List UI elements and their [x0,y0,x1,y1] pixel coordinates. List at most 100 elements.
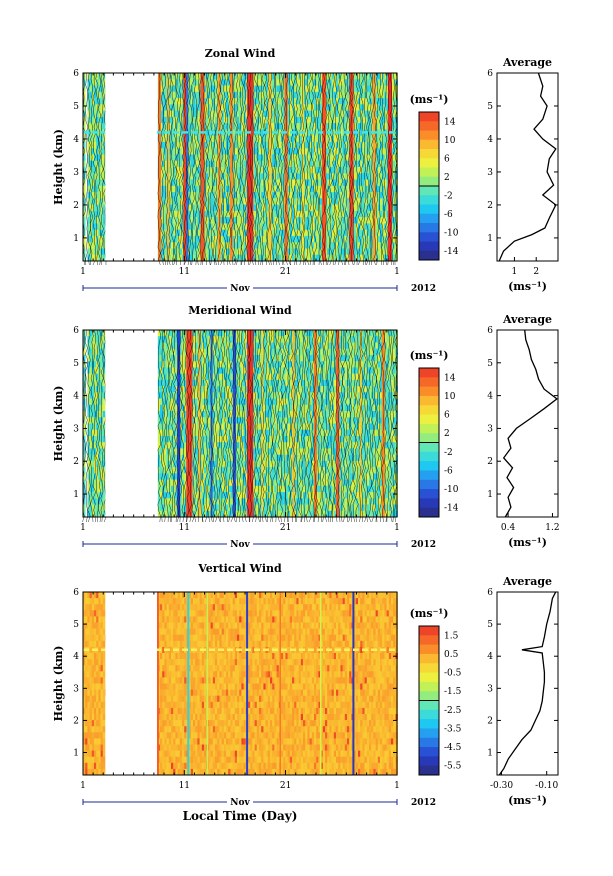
heatmap-cell [294,98,297,105]
heatmap-cell [232,129,236,136]
heatmap-cell [336,79,339,86]
heatmap-cell [259,254,262,262]
heatmap-cell [371,179,374,187]
heatmap-cell [94,223,97,230]
contour-line [259,72,263,266]
heatmap-cell [197,242,200,249]
heatmap-cell [208,167,211,174]
heatmap-cell [256,248,260,256]
heatmap-cell [91,386,95,393]
heatmap-cell [195,235,198,243]
heatmap-cell [193,198,196,205]
heatmap-cell [283,154,286,162]
heatmap-cell [228,123,231,130]
heatmap-cell [336,173,339,180]
heatmap-cell [168,504,172,511]
heatmap-cell [263,185,266,193]
heatmap-cell [228,198,231,205]
heatmap-cell [232,116,236,124]
heatmap-cell [215,454,218,462]
heatmap-cell [193,192,196,199]
heatmap-cell [232,98,236,105]
heatmap-cell [182,154,185,162]
heatmap-cell [342,229,346,237]
heatmap-cell [360,223,363,230]
heatmap-cell [87,204,90,212]
heatmap-cell [292,185,295,193]
heatmap-cell [89,91,93,99]
heatmap-cell [89,141,93,149]
heatmap-cell [94,198,97,205]
heatmap-cell [305,217,308,224]
heatmap-cell [338,160,341,168]
heatmap-cell [283,229,286,237]
heatmap-cell [371,254,374,262]
colorbar-label: -10 [444,228,459,238]
heatmap-cell [296,116,299,124]
heatmap-cell [243,192,247,199]
heatmap-cell [307,167,310,174]
heatmap-cell [340,135,343,143]
heatmap-cell [375,179,379,187]
heatmap-cell [228,179,231,187]
heatmap-cell [171,123,174,130]
heatmap-cell [206,135,209,143]
heatmap-cell [243,210,247,218]
heatmap-cell [252,248,255,256]
heatmap-cell [391,104,394,111]
heatmap-cell [261,167,264,174]
heatmap-cell [340,198,343,205]
heatmap-cell [307,135,310,143]
heatmap-cell [281,223,284,230]
heatmap-cell [239,223,242,230]
heatmap-cell [287,110,291,118]
heatmap-cell [327,242,330,249]
heatmap-cell [377,104,381,111]
heatmap-cell [307,160,310,168]
heatmap-cell [261,154,264,162]
heatmap-cell [89,116,93,124]
heatmap-cell [333,254,337,262]
heatmap-cell [241,110,244,118]
heatmap-cell [87,79,90,86]
heatmap-cell [164,436,167,443]
heatmap-cell [347,192,350,199]
heatmap-cell [223,173,227,180]
heatmap-cell [311,217,315,224]
heatmap-cell [298,123,302,130]
heatmap-cell [219,354,222,362]
heatmap-cell [380,179,383,187]
contour-line [253,72,258,266]
heatmap-cell [223,154,227,162]
heatmap-cell [265,135,269,143]
heatmap-cell [228,173,231,180]
heatmap-cell [210,204,214,212]
heatmap-cell [386,192,390,199]
heatmap-cell [377,210,381,218]
heatmap-cell [386,129,390,136]
heatmap-cell [254,148,258,155]
contour-line [97,72,102,266]
heatmap-cell [217,392,220,399]
heatmap-cell [223,116,227,124]
heatmap-cell [221,73,225,80]
heatmap-cell [329,217,332,224]
heatmap-cell [239,254,242,262]
contour-line [230,72,234,266]
heatmap-cell [160,192,163,199]
heatmap-cell [298,229,302,237]
heatmap-cell [223,185,227,193]
heatmap-cell [369,210,372,218]
heatmap-cell [102,185,106,193]
heatmap-cell [375,73,379,80]
heatmap-cell [342,173,346,180]
heatmap-cell [234,217,238,224]
heatmap-cell [391,116,394,124]
heatmap-cell [256,192,260,199]
heatmap-cell [386,217,390,224]
heatmap-cell [303,248,306,256]
heatmap-cell [197,217,200,224]
heatmap-cell [91,229,95,237]
heatmap-cell [96,123,99,130]
